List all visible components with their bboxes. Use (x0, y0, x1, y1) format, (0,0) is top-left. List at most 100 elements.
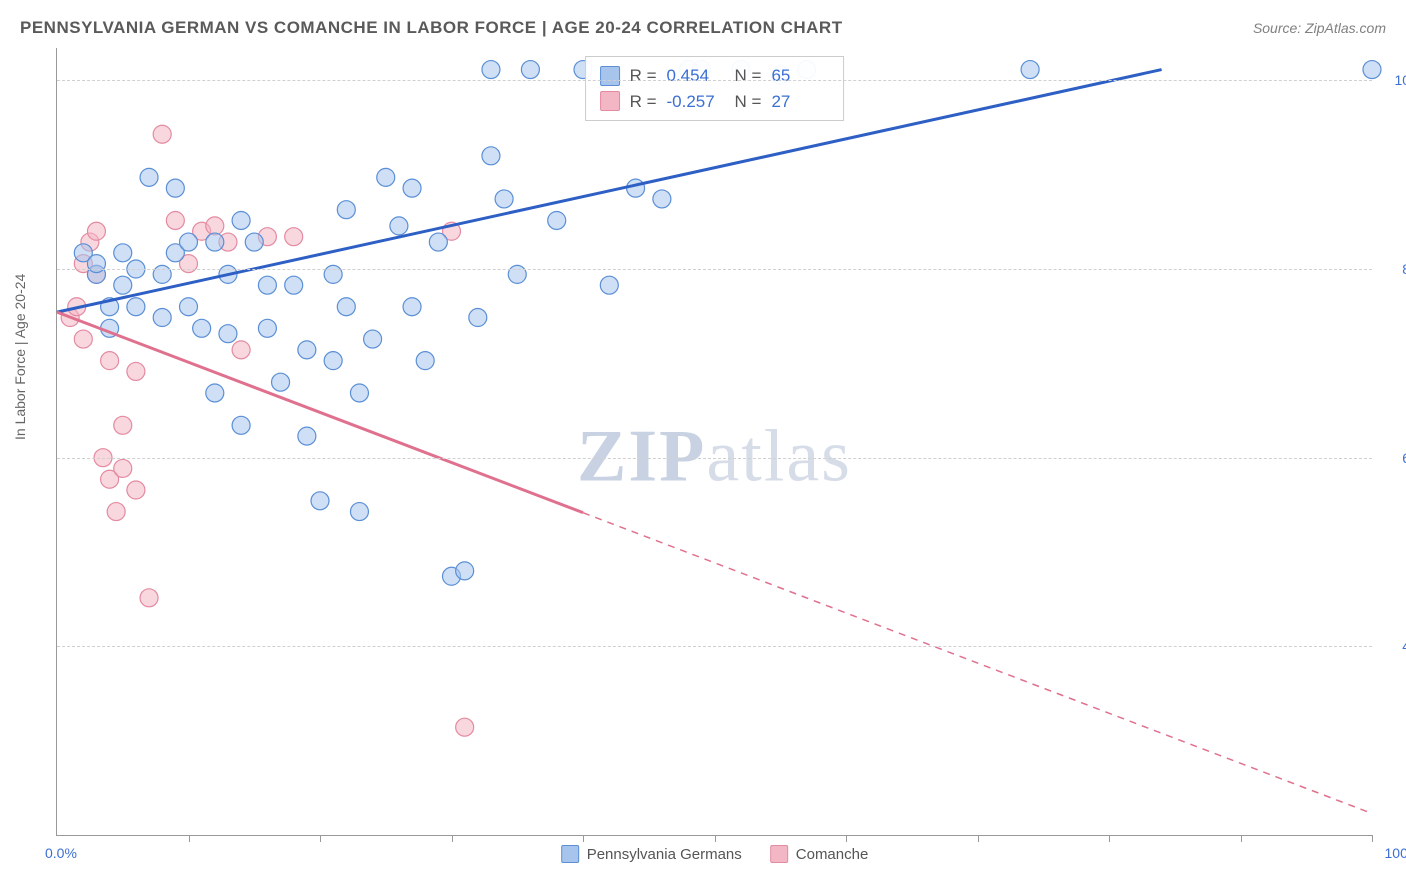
grid-line (57, 458, 1372, 459)
scatter-point (107, 503, 125, 521)
r-value-blue: 0.454 (667, 63, 725, 89)
scatter-point (337, 201, 355, 219)
scatter-point (521, 61, 539, 79)
legend-swatch-pink (770, 845, 788, 863)
x-tick (452, 835, 453, 842)
x-tick (1109, 835, 1110, 842)
x-tick (715, 835, 716, 842)
scatter-point (272, 373, 290, 391)
scatter-point (324, 352, 342, 370)
grid-line (57, 269, 1372, 270)
legend-bottom: Pennsylvania Germans Comanche (561, 845, 869, 863)
scatter-point (429, 233, 447, 251)
scatter-point (193, 319, 211, 337)
n-value-pink: 27 (771, 89, 829, 115)
scatter-point (140, 168, 158, 186)
scatter-point (653, 190, 671, 208)
swatch-pink (600, 91, 620, 111)
source-label: Source: ZipAtlas.com (1253, 20, 1386, 36)
y-tick-label: 100.0% (1382, 72, 1406, 88)
swatch-blue (600, 66, 620, 86)
scatter-point (114, 459, 132, 477)
scatter-point (298, 427, 316, 445)
scatter-point (114, 416, 132, 434)
scatter-point (482, 61, 500, 79)
scatter-point (456, 718, 474, 736)
scatter-point (364, 330, 382, 348)
scatter-point (232, 211, 250, 229)
scatter-point (1363, 61, 1381, 79)
scatter-point (627, 179, 645, 197)
x-tick (978, 835, 979, 842)
plot-area: ZIPatlas R = 0.454 N = 65 R = -0.257 N =… (56, 48, 1372, 836)
scatter-point (403, 298, 421, 316)
scatter-point (285, 276, 303, 294)
scatter-point (127, 298, 145, 316)
scatter-point (403, 179, 421, 197)
scatter-point (114, 244, 132, 262)
y-axis-label: In Labor Force | Age 20-24 (12, 274, 28, 440)
scatter-point (456, 562, 474, 580)
scatter-point (258, 276, 276, 294)
scatter-point (87, 222, 105, 240)
scatter-point (390, 217, 408, 235)
scatter-point (232, 416, 250, 434)
correlation-legend: R = 0.454 N = 65 R = -0.257 N = 27 (585, 56, 845, 121)
scatter-point (495, 190, 513, 208)
grid-line (57, 80, 1372, 81)
scatter-point (350, 503, 368, 521)
n-value-blue: 65 (771, 63, 829, 89)
legend-label-pink: Comanche (796, 846, 869, 863)
x-tick (583, 835, 584, 842)
scatter-point (206, 233, 224, 251)
trend-line (583, 513, 1372, 814)
scatter-point (219, 325, 237, 343)
corr-row-pink: R = -0.257 N = 27 (600, 89, 830, 115)
scatter-point (206, 384, 224, 402)
scatter-point (74, 330, 92, 348)
r-value-pink: -0.257 (667, 89, 725, 115)
scatter-point (311, 492, 329, 510)
scatter-point (140, 589, 158, 607)
x-tick (320, 835, 321, 842)
legend-swatch-blue (561, 845, 579, 863)
scatter-point (350, 384, 368, 402)
scatter-point (600, 276, 618, 294)
scatter-point (153, 125, 171, 143)
scatter-point (416, 352, 434, 370)
x-tick (1241, 835, 1242, 842)
scatter-point (127, 481, 145, 499)
legend-item-blue: Pennsylvania Germans (561, 845, 742, 863)
y-tick-label: 47.5% (1382, 638, 1406, 654)
x-tick (1372, 835, 1373, 842)
scatter-point (180, 233, 198, 251)
x-tick (189, 835, 190, 842)
x-max-label: 100.0% (1385, 845, 1406, 861)
scatter-point (114, 276, 132, 294)
y-tick-label: 82.5% (1382, 261, 1406, 277)
scatter-point (377, 168, 395, 186)
scatter-point (337, 298, 355, 316)
plot-svg (57, 48, 1372, 835)
scatter-point (180, 298, 198, 316)
scatter-point (258, 319, 276, 337)
scatter-point (285, 228, 303, 246)
scatter-point (166, 211, 184, 229)
x-tick (846, 835, 847, 842)
scatter-point (482, 147, 500, 165)
scatter-point (166, 179, 184, 197)
scatter-point (153, 309, 171, 327)
scatter-point (245, 233, 263, 251)
grid-line (57, 646, 1372, 647)
scatter-point (232, 341, 250, 359)
scatter-point (298, 341, 316, 359)
legend-item-pink: Comanche (770, 845, 869, 863)
scatter-point (1021, 61, 1039, 79)
scatter-point (101, 352, 119, 370)
scatter-point (206, 217, 224, 235)
scatter-point (548, 211, 566, 229)
x-origin-label: 0.0% (45, 845, 77, 861)
scatter-point (127, 362, 145, 380)
scatter-point (469, 309, 487, 327)
legend-label-blue: Pennsylvania Germans (587, 846, 742, 863)
